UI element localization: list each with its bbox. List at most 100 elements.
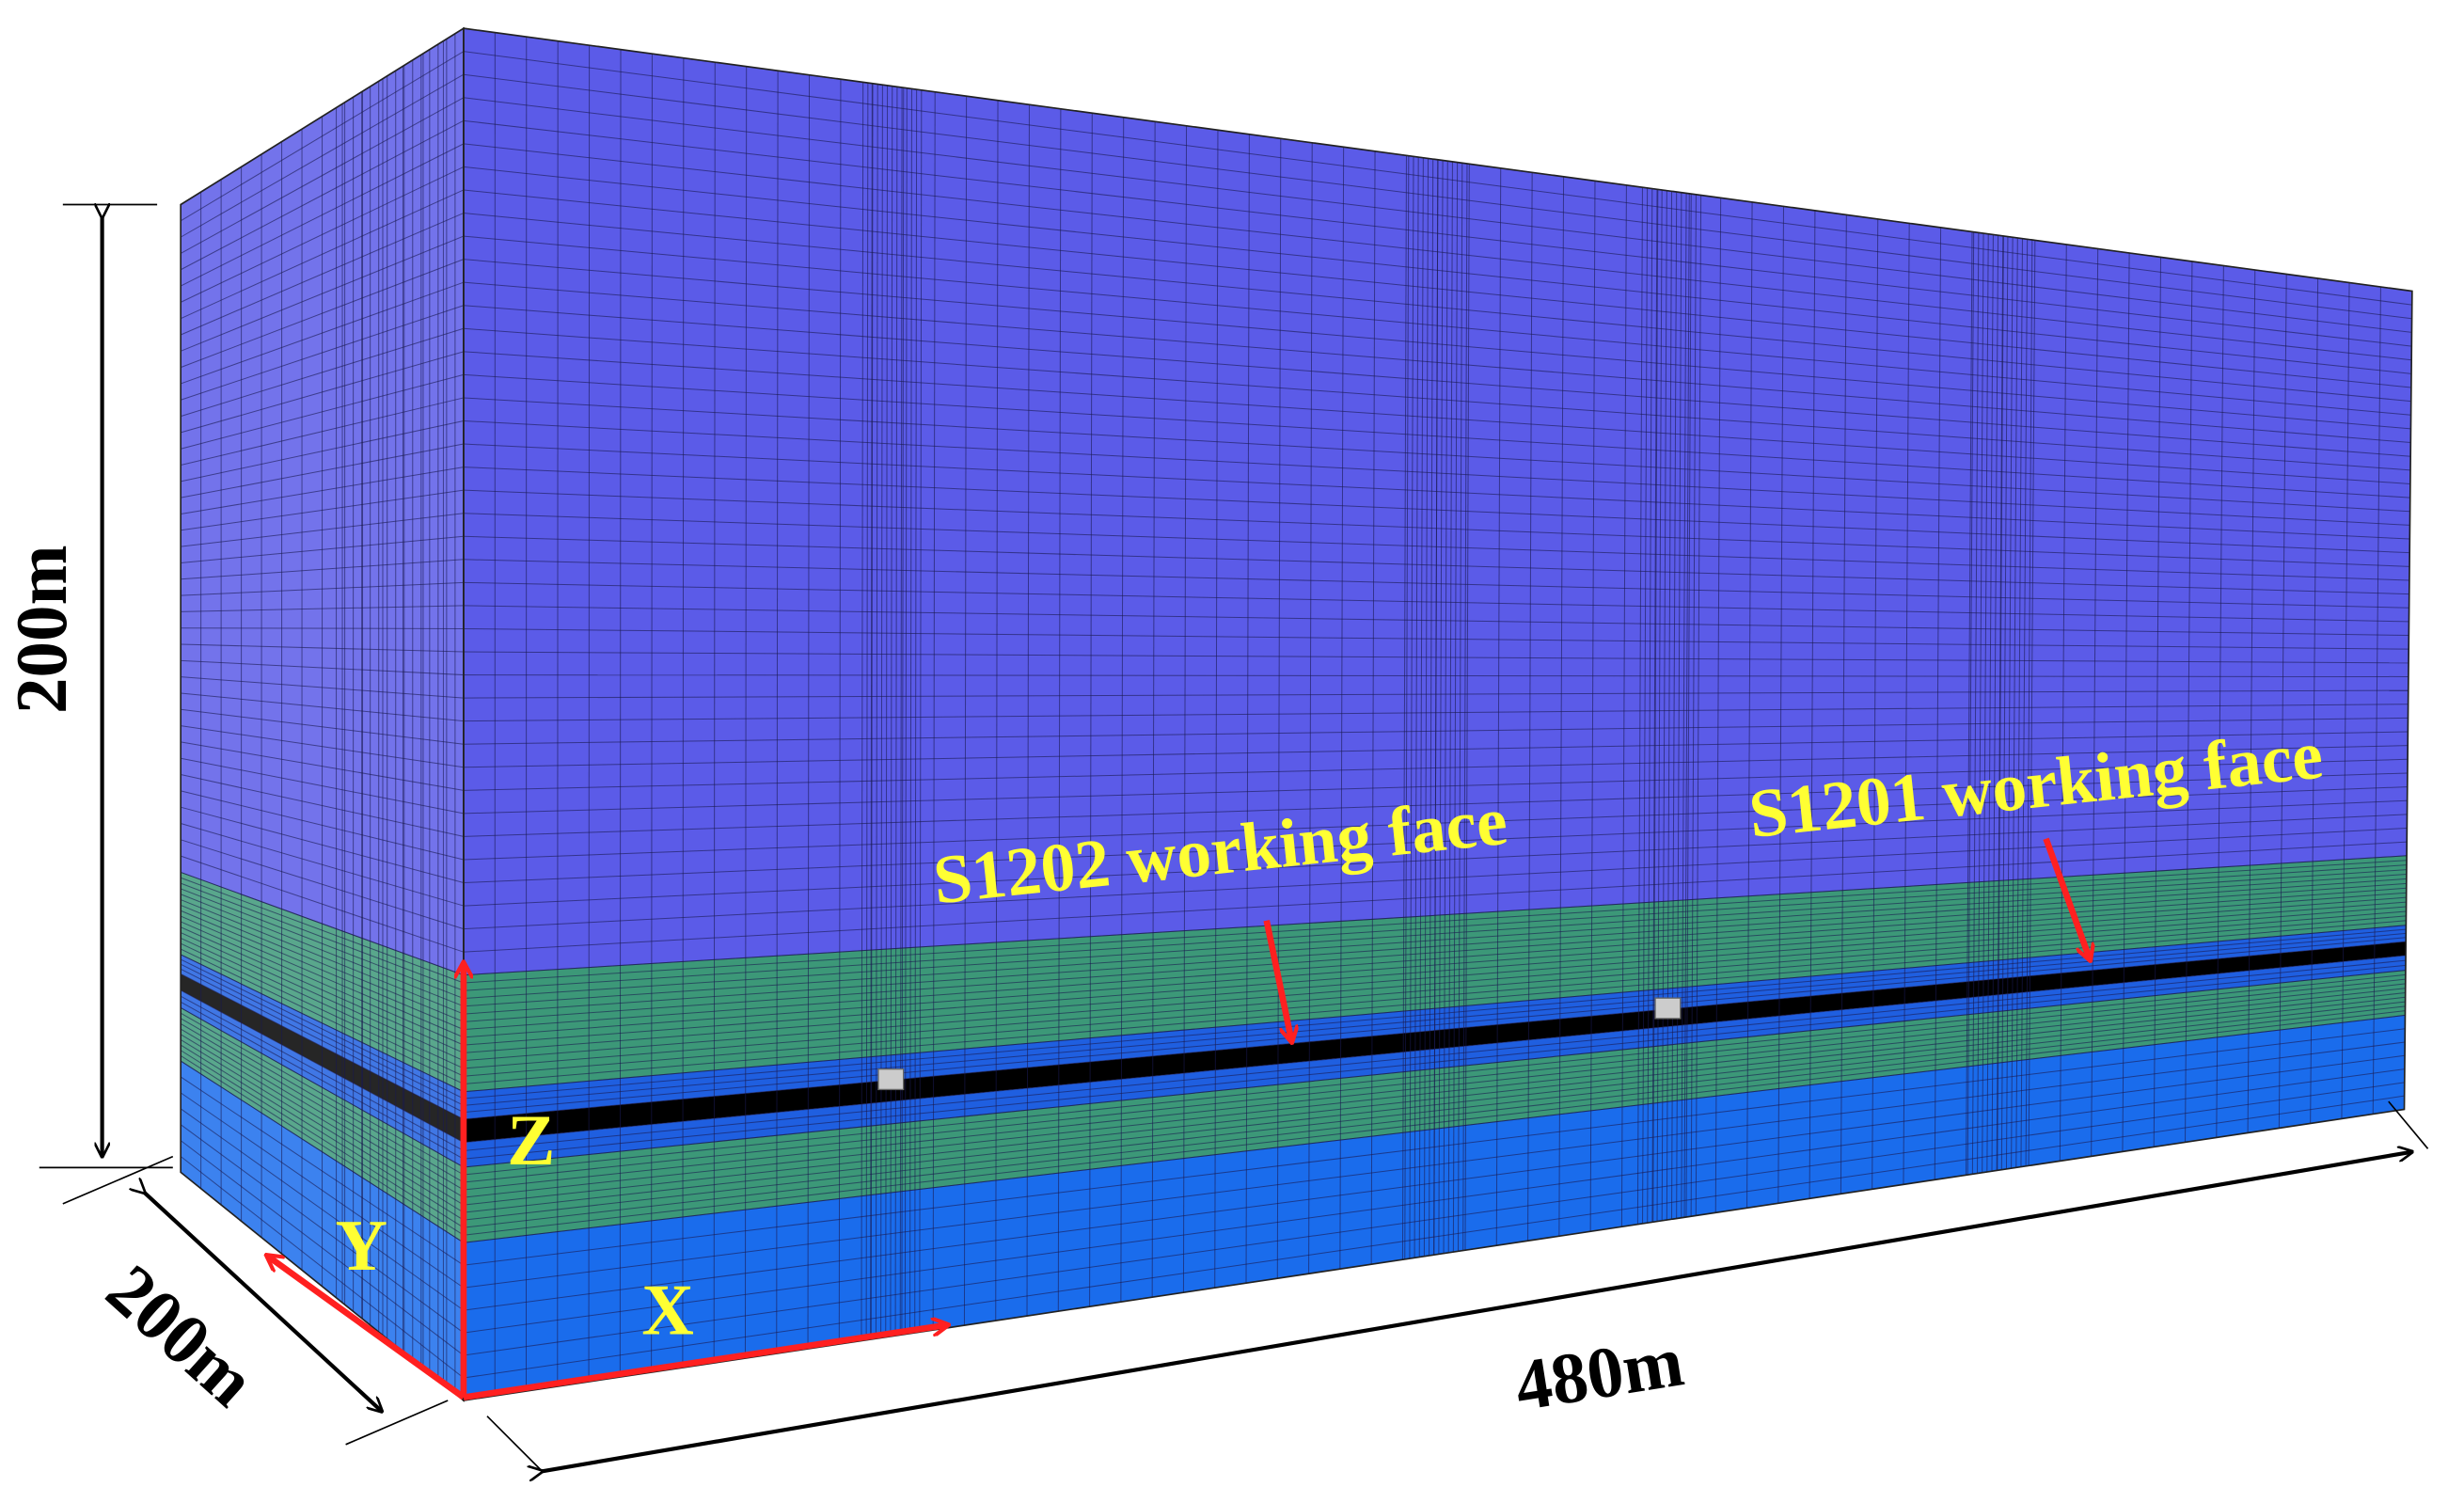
mesh-line	[2091, 248, 2099, 1157]
height-label: 200m	[1, 545, 82, 714]
mesh-line	[880, 85, 883, 1338]
mesh-line	[2185, 261, 2193, 1143]
mesh-line	[1464, 164, 1470, 1251]
mesh-line	[1809, 210, 1816, 1199]
mesh-line	[1982, 233, 1989, 1173]
mesh-model	[180, 26, 2413, 1402]
mesh-line	[885, 85, 889, 1337]
mesh-line	[1423, 158, 1429, 1257]
pointer-arrows	[1263, 837, 2091, 1042]
mesh-line	[2005, 237, 2014, 1169]
mesh-line	[1404, 155, 1410, 1259]
mesh-line	[1409, 156, 1414, 1259]
mesh-line	[875, 84, 878, 1339]
mesh-line	[1966, 231, 1973, 1176]
mesh-line	[2153, 257, 2162, 1147]
mesh-line	[2341, 282, 2350, 1119]
mesh-line	[1746, 201, 1753, 1209]
mesh-line	[1681, 193, 1687, 1218]
mesh-line	[744, 66, 748, 1359]
mesh-line	[1443, 161, 1448, 1254]
mesh-line	[2015, 238, 2023, 1168]
mesh-line	[1182, 125, 1188, 1293]
mesh-line	[861, 82, 864, 1341]
mesh-line	[1418, 157, 1424, 1258]
mesh-line	[2000, 236, 2009, 1170]
mesh-line	[1026, 104, 1030, 1317]
mesh-line	[963, 96, 968, 1326]
face-outline	[180, 26, 465, 1402]
mesh-line	[1636, 187, 1643, 1225]
mesh-line	[1429, 159, 1434, 1257]
mesh-line	[1462, 164, 1468, 1251]
mesh-line	[2020, 239, 2029, 1167]
mesh-line	[1120, 117, 1125, 1303]
mesh-line	[1977, 233, 1984, 1174]
mesh-line	[2216, 265, 2224, 1138]
mesh-line	[1777, 206, 1784, 1204]
mesh-line	[1589, 181, 1596, 1232]
axis-label: X	[641, 1270, 694, 1351]
mesh-line	[1452, 162, 1459, 1253]
mesh-line	[1414, 157, 1419, 1258]
mesh-line	[2011, 237, 2018, 1169]
mesh-line	[1986, 234, 1994, 1173]
mesh-line	[909, 88, 912, 1334]
axis-label: Y	[336, 1205, 388, 1286]
mesh-line	[1276, 138, 1282, 1279]
mesh-line	[1433, 159, 1439, 1256]
mesh-line	[1671, 192, 1678, 1220]
axis-label: Z	[507, 1099, 555, 1180]
mesh-line	[1996, 235, 2004, 1171]
mesh-line	[1872, 218, 1879, 1190]
mesh-line	[870, 83, 873, 1340]
mesh-line	[1840, 214, 1847, 1194]
mesh-line	[1683, 193, 1690, 1218]
mesh-line	[894, 87, 898, 1337]
mesh-line	[619, 49, 622, 1378]
mesh-line	[1685, 194, 1692, 1217]
coordinate-axes	[267, 963, 948, 1400]
mesh-line	[2247, 269, 2256, 1133]
mesh-line	[899, 87, 903, 1336]
mesh-line	[1401, 155, 1407, 1260]
mesh-line	[1308, 142, 1313, 1274]
mesh-line	[1214, 130, 1219, 1289]
mesh-line	[1971, 232, 1980, 1175]
mesh-line	[1458, 163, 1463, 1252]
mesh-line	[1527, 172, 1533, 1242]
mesh-line	[2028, 240, 2036, 1166]
mesh-line	[2278, 274, 2287, 1129]
mesh-line	[2059, 244, 2067, 1162]
mesh-line	[1651, 189, 1658, 1223]
mesh-line	[870, 83, 874, 1339]
mesh-line	[901, 87, 905, 1336]
mesh-line	[2310, 277, 2319, 1124]
mesh-line	[1438, 160, 1444, 1255]
mesh-line	[1690, 194, 1697, 1217]
mesh-line	[838, 79, 842, 1345]
dimension-lines	[39, 204, 2429, 1471]
depth-label: 200m	[91, 1248, 271, 1421]
mesh-line	[1447, 161, 1453, 1253]
mesh-line	[1676, 192, 1682, 1219]
mesh-line	[995, 100, 999, 1321]
mesh-line	[1966, 231, 1975, 1176]
roadway	[1654, 997, 1682, 1020]
mesh-line	[932, 91, 936, 1331]
mesh-line	[865, 83, 869, 1340]
mesh-line	[2122, 252, 2130, 1152]
mesh-line	[890, 86, 893, 1337]
mesh-line	[904, 87, 908, 1335]
mesh-line	[1245, 134, 1250, 1284]
mesh-line	[1495, 167, 1502, 1246]
mesh-line	[1647, 188, 1653, 1224]
roadway	[877, 1068, 905, 1091]
mesh-line	[1903, 223, 1910, 1185]
mesh-line	[1934, 227, 1942, 1180]
mesh-line	[919, 89, 923, 1333]
mesh-line	[588, 45, 591, 1383]
mesh-line	[1661, 190, 1667, 1221]
mesh-line	[1620, 184, 1627, 1227]
